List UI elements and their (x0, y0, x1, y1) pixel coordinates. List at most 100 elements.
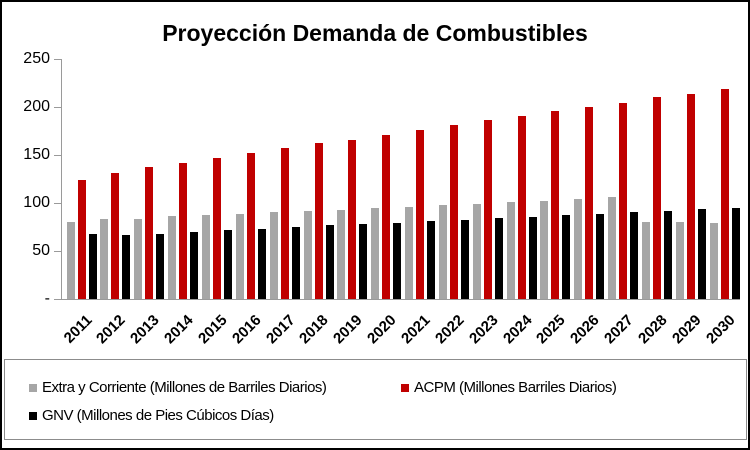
y-axis-tick (54, 299, 61, 300)
bar-series2-2029 (697, 209, 706, 299)
bar-series2-2030 (731, 208, 740, 299)
bar-series1-2013 (145, 167, 154, 299)
y-axis-label: 100 (23, 194, 50, 211)
bar-series2-2020 (393, 223, 402, 299)
bar-series1-2026 (585, 107, 594, 299)
bar-series0-2022 (438, 205, 447, 299)
legend-label: ACPM (Millones Barriles Diarios) (414, 379, 617, 396)
bar-series2-2023 (494, 218, 503, 299)
y-axis-tick (54, 59, 61, 60)
bar-series0-2011 (66, 222, 75, 299)
bar-series2-2015 (223, 230, 232, 299)
x-axis-line (61, 299, 740, 300)
bar-series0-2025 (540, 201, 549, 299)
legend-item-2: GNV (Millones de Pies Cúbicos Días) (29, 407, 274, 424)
legend-item-0: Extra y Corriente (Millones de Barriles … (29, 379, 327, 396)
x-axis-label: 2028 (634, 311, 671, 348)
legend: Extra y Corriente (Millones de Barriles … (4, 359, 747, 440)
y-axis-tick (54, 155, 61, 156)
bar-series1-2021 (416, 130, 424, 299)
bar-series2-2026 (596, 214, 605, 299)
bar-series0-2013 (134, 219, 143, 299)
bar-series2-2028 (664, 211, 672, 299)
bar-series0-2014 (168, 216, 177, 299)
bar-series1-2030 (720, 89, 729, 299)
x-axis-label: 2029 (668, 311, 705, 348)
bar-series2-2011 (88, 234, 97, 299)
bar-series0-2020 (371, 208, 380, 299)
bar-series1-2028 (653, 97, 661, 299)
bar-series1-2025 (551, 111, 560, 299)
y-axis-label: 200 (23, 98, 50, 115)
bar-series2-2016 (257, 229, 266, 299)
bar-series1-2023 (483, 120, 492, 299)
bar-series2-2024 (528, 217, 537, 299)
x-axis-label: 2015 (194, 311, 231, 348)
bar-series0-2024 (506, 202, 515, 299)
bar-series2-2013 (156, 234, 165, 299)
bar-series2-2021 (427, 221, 435, 299)
bar-series1-2014 (179, 163, 188, 299)
x-axis-label: 2021 (398, 311, 434, 348)
bar-series0-2027 (608, 197, 617, 299)
y-axis-label: 150 (23, 146, 50, 163)
bar-series0-2030 (709, 223, 718, 299)
x-axis-label: 2014 (161, 311, 197, 348)
x-axis-label: 2019 (330, 311, 366, 348)
bar-series2-2025 (562, 215, 571, 299)
bar-series2-2019 (359, 224, 368, 299)
y-axis-line (61, 59, 62, 299)
bar-series1-2018 (314, 143, 323, 299)
x-axis-label: 2013 (127, 311, 163, 348)
x-axis-label: 2030 (702, 311, 739, 348)
bar-series2-2022 (460, 220, 469, 299)
x-axis-label: 2022 (431, 311, 468, 348)
bar-series0-2021 (405, 207, 413, 299)
bar-series2-2012 (122, 235, 131, 299)
x-axis-label: 2023 (465, 311, 502, 348)
x-axis-label: 2016 (228, 311, 265, 348)
bar-series0-2015 (201, 215, 210, 299)
legend-label: GNV (Millones de Pies Cúbicos Días) (42, 407, 274, 424)
legend-label: Extra y Corriente (Millones de Barriles … (42, 379, 327, 396)
y-axis-label: 50 (32, 242, 50, 259)
bar-series2-2014 (190, 232, 199, 299)
y-axis-tick (54, 107, 61, 108)
bar-series2-2027 (630, 212, 639, 299)
bar-series2-2018 (325, 225, 334, 299)
x-axis-label: 2027 (601, 311, 637, 348)
x-axis-label: 2020 (364, 311, 400, 348)
y-axis-tick (54, 251, 61, 252)
bar-series1-2012 (111, 173, 120, 299)
bar-series0-2028 (642, 222, 650, 299)
bar-series0-2016 (235, 214, 244, 299)
bar-series0-2018 (303, 211, 312, 299)
bar-series1-2017 (280, 148, 289, 299)
chart-title: Proyección Demanda de Combustibles (162, 20, 588, 46)
bar-series0-2012 (100, 219, 109, 299)
bar-series0-2017 (269, 212, 278, 299)
y-axis-label: - (44, 290, 50, 307)
bar-series1-2015 (212, 158, 221, 299)
y-axis-label: 250 (23, 50, 50, 67)
bar-series1-2029 (686, 94, 695, 299)
bar-series0-2026 (574, 199, 583, 299)
bar-series1-2027 (619, 103, 628, 299)
bar-series0-2019 (337, 210, 346, 299)
bar-series0-2029 (675, 222, 684, 299)
bar-series1-2019 (348, 140, 357, 299)
bar-series1-2022 (449, 125, 458, 299)
x-axis-label: 2026 (567, 311, 603, 348)
legend-swatch-icon (29, 411, 37, 420)
y-axis-tick (54, 203, 61, 204)
bar-series1-2016 (246, 153, 255, 299)
bar-series1-2020 (382, 135, 391, 299)
bar-series2-2017 (291, 227, 300, 299)
legend-item-1: ACPM (Millones Barriles Diarios) (401, 379, 617, 396)
legend-swatch-icon (401, 383, 409, 392)
legend-swatch-icon (29, 383, 37, 392)
bar-series1-2011 (77, 180, 86, 299)
bar-series0-2023 (472, 204, 481, 299)
bar-series1-2024 (517, 116, 526, 299)
